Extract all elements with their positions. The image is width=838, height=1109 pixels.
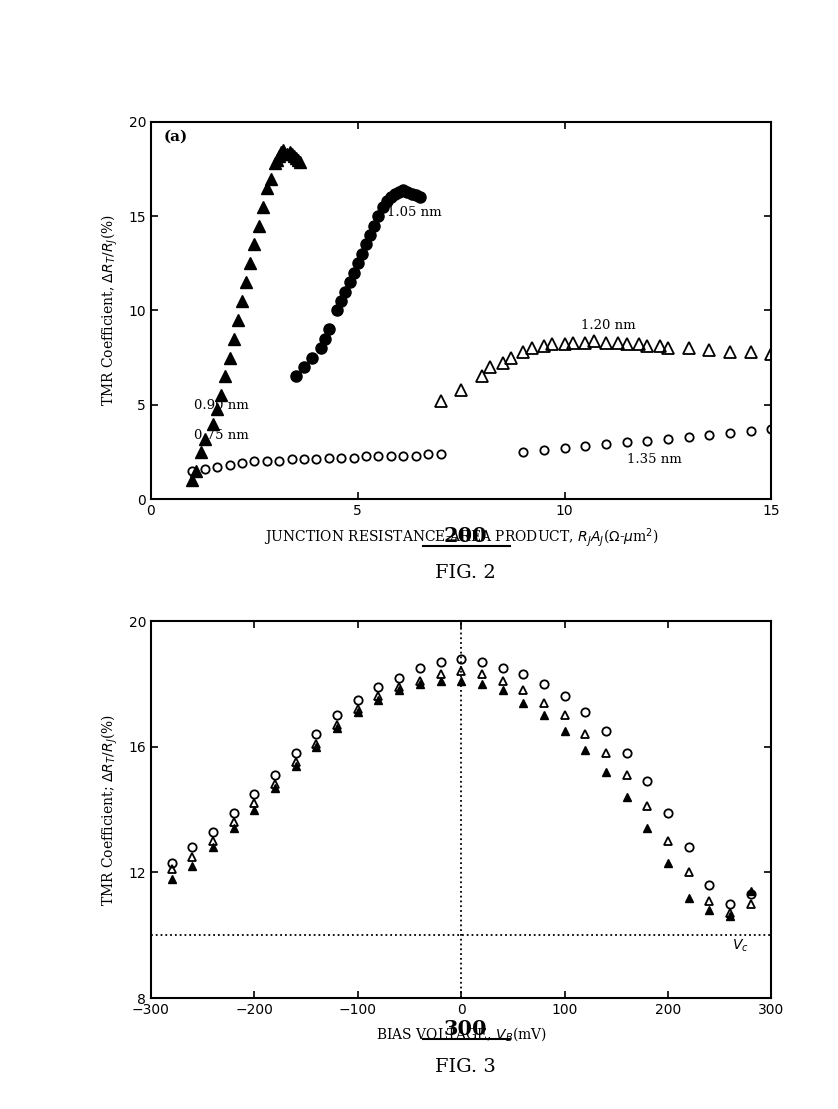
- Text: 0.75 nm: 0.75 nm: [194, 429, 249, 441]
- Text: 0.90 nm: 0.90 nm: [194, 398, 249, 411]
- Text: FIG. 2: FIG. 2: [435, 564, 495, 582]
- Text: 300: 300: [443, 1019, 487, 1039]
- Text: (a): (a): [163, 130, 188, 144]
- X-axis label: BIAS VOLTAGE, $V_B$(mV): BIAS VOLTAGE, $V_B$(mV): [375, 1026, 546, 1044]
- Text: 1.35 nm: 1.35 nm: [626, 454, 681, 466]
- Text: FIG. 3: FIG. 3: [435, 1058, 495, 1076]
- Y-axis label: TMR Coefficient, $\Delta R_T/R_J$(%): TMR Coefficient, $\Delta R_T/R_J$(%): [100, 215, 120, 406]
- Text: $V_c$: $V_c$: [732, 937, 748, 954]
- X-axis label: JUNCTION RESISTANCE-AREA PRODUCT, $R_J A_J$($\Omega$-$\mu$m$^2$): JUNCTION RESISTANCE-AREA PRODUCT, $R_J A…: [264, 527, 658, 549]
- Y-axis label: TMR Coefficient; $\Delta R_T/R_J$(%): TMR Coefficient; $\Delta R_T/R_J$(%): [100, 713, 120, 906]
- Text: 1.20 nm: 1.20 nm: [581, 319, 635, 333]
- Text: 1.05 nm: 1.05 nm: [386, 206, 441, 220]
- Text: 200: 200: [443, 526, 487, 546]
